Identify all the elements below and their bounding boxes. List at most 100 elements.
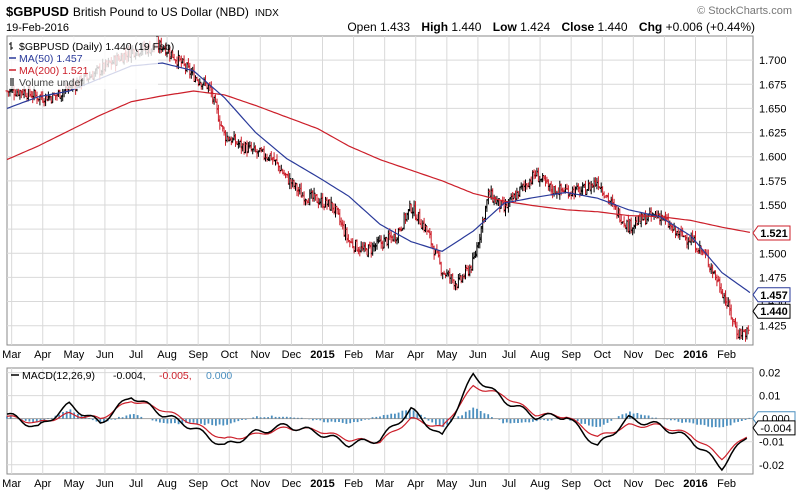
macd-histogram-bar bbox=[95, 418, 98, 422]
macd-histogram-bar bbox=[539, 418, 542, 420]
price-x-tick-label: Dec bbox=[655, 349, 675, 361]
macd-histogram-bar bbox=[591, 418, 594, 427]
macd-histogram-bar bbox=[338, 418, 340, 422]
macd-histogram-bar bbox=[435, 418, 437, 425]
macd-y-tick-label: -0.02 bbox=[759, 460, 784, 472]
macd-histogram-bar bbox=[744, 418, 747, 420]
macd-histogram-bar bbox=[711, 418, 713, 428]
macd-histogram-bar bbox=[442, 418, 445, 428]
macd-histogram-bar bbox=[461, 415, 463, 419]
macd-histogram-bar bbox=[341, 418, 344, 423]
macd-histogram-bar bbox=[129, 414, 131, 419]
macd-histogram-bar bbox=[282, 416, 284, 419]
macd-x-tick-label: May bbox=[436, 478, 457, 490]
macd-histogram-bar bbox=[543, 418, 545, 421]
price-x-tick-label: Aug bbox=[530, 349, 550, 361]
price-y-tick-label: 1.625 bbox=[759, 128, 787, 140]
price-bar bbox=[454, 280, 457, 291]
macd-histogram-bar bbox=[625, 413, 628, 419]
macd-histogram-bar bbox=[177, 418, 180, 425]
macd-histogram-bar bbox=[576, 418, 579, 422]
macd-panel-frame bbox=[6, 367, 754, 475]
macd-histogram-bar bbox=[532, 418, 534, 422]
macd-x-tick-label: Apr bbox=[407, 478, 424, 490]
macd-histogram-bar bbox=[300, 417, 303, 419]
price-x-tick-label: Apr bbox=[407, 349, 424, 361]
macd-histogram-bar bbox=[699, 418, 702, 425]
macd-x-tick-label: Sep bbox=[561, 478, 581, 490]
macd-histogram-bar bbox=[408, 409, 411, 419]
macd-histogram-bar bbox=[207, 418, 210, 424]
macd-histogram-bar bbox=[233, 418, 236, 423]
macd-histogram-bar bbox=[367, 418, 370, 420]
macd-histogram-bar bbox=[606, 418, 609, 423]
price-bar bbox=[424, 223, 427, 233]
instrument-name: British Pound to US Dollar (NBD) bbox=[72, 5, 249, 19]
macd-histogram-bar bbox=[166, 418, 169, 424]
macd-histogram-bar bbox=[394, 413, 396, 419]
macd-x-tick-label: 2015 bbox=[310, 478, 334, 490]
price-x-tick-label: Feb bbox=[717, 349, 736, 361]
macd-histogram-bar bbox=[364, 418, 366, 420]
macd-legend-label: -0.005, bbox=[159, 370, 192, 382]
price-y-tick-label: 1.475 bbox=[759, 272, 787, 284]
ma200-line bbox=[6, 90, 751, 233]
macd-histogram-bar bbox=[431, 418, 434, 423]
macd-histogram-bar bbox=[487, 414, 490, 419]
macd-histogram-bar bbox=[353, 418, 355, 422]
macd-histogram-bar bbox=[647, 415, 650, 419]
macd-histogram-bar bbox=[517, 418, 519, 423]
macd-histogram-bar bbox=[666, 418, 669, 420]
macd-legend-label: MACD(12,26,9) bbox=[22, 370, 95, 382]
price-value-tag-label: 1.457 bbox=[760, 290, 788, 302]
macd-histogram-bar bbox=[397, 412, 400, 419]
macd-histogram-bar bbox=[91, 418, 94, 421]
macd-legend: MACD(12,26,9) -0.004, -0.005, 0.000 bbox=[11, 370, 232, 382]
macd-x-tick-label: Apr bbox=[34, 478, 51, 490]
macd-histogram-bar bbox=[203, 418, 206, 426]
macd-x-tick-label: May bbox=[63, 478, 84, 490]
price-bar bbox=[299, 182, 303, 198]
macd-histogram-bar bbox=[50, 417, 53, 419]
macd-histogram-bar bbox=[673, 418, 676, 421]
macd-histogram-bar bbox=[35, 418, 38, 423]
macd-histogram-bar bbox=[677, 418, 680, 422]
macd-histogram-bar bbox=[21, 418, 23, 420]
macd-histogram-bar bbox=[99, 418, 102, 423]
price-bar bbox=[686, 237, 690, 250]
macd-histogram-bar bbox=[446, 418, 448, 425]
price-value-tag-box bbox=[752, 303, 791, 319]
price-legend-label: MA(50) 1.457 bbox=[19, 53, 83, 65]
macd-x-tick-label: Feb bbox=[717, 478, 736, 490]
macd-histogram-bar bbox=[132, 414, 135, 419]
macd-histogram-bar bbox=[289, 417, 292, 419]
macd-histogram-bar bbox=[58, 414, 61, 419]
macd-histogram-bar bbox=[632, 413, 635, 419]
macd-histogram-bar bbox=[464, 411, 467, 419]
price-y-tick-label: 1.700 bbox=[759, 55, 787, 67]
macd-x-tick-label: Aug bbox=[157, 478, 177, 490]
macd-histogram-bar bbox=[330, 418, 333, 422]
chg-label: Chg bbox=[638, 20, 663, 34]
price-y-tick-label: 1.550 bbox=[759, 200, 787, 212]
macd-histogram-bar bbox=[65, 411, 68, 419]
macd-histogram-bar bbox=[114, 418, 117, 420]
macd-legend-label: -0.004, bbox=[113, 370, 146, 382]
macd-histogram-bar bbox=[427, 418, 430, 421]
macd-histogram-bar bbox=[550, 418, 553, 421]
macd-histogram-bar bbox=[159, 418, 161, 423]
macd-histogram-bar bbox=[479, 411, 482, 419]
macd-histogram-bar bbox=[196, 418, 199, 424]
price-bar bbox=[179, 55, 183, 68]
macd-histogram-bar bbox=[599, 418, 601, 427]
macd-histogram-bar bbox=[588, 418, 590, 426]
macd-value-tag: -0.004 bbox=[752, 420, 796, 436]
symbol: $GBPUSD bbox=[6, 4, 69, 19]
macd-x-tick-label: Oct bbox=[594, 478, 611, 490]
macd-x-tick-label: Sep bbox=[188, 478, 208, 490]
price-value-tag-box bbox=[752, 225, 791, 241]
macd-value-tag-label: -0.004 bbox=[760, 423, 791, 435]
macd-histogram-bar bbox=[270, 415, 273, 419]
macd-histogram-bar bbox=[360, 418, 363, 421]
macd-histogram-bar bbox=[733, 418, 736, 423]
